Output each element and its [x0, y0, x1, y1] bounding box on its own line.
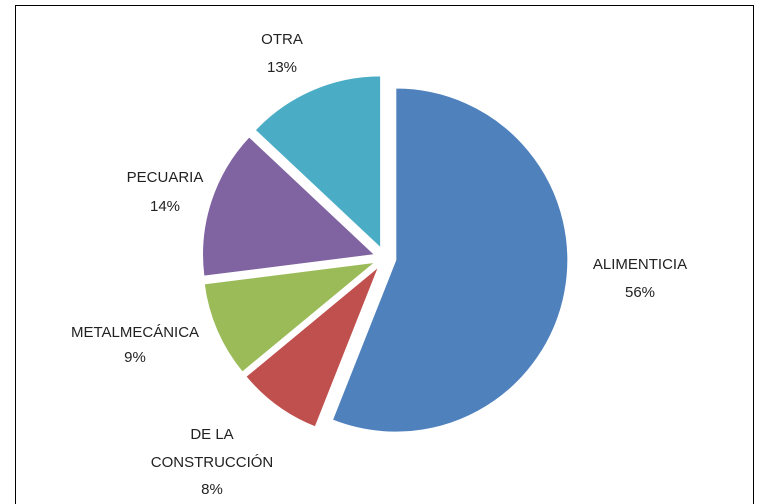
data-label: 8% [201, 481, 223, 498]
data-label: 13% [266, 59, 298, 76]
pie-slice [254, 75, 382, 250]
pie-slice [331, 87, 569, 433]
data-label: 9% [124, 349, 146, 366]
pie-slice [202, 136, 376, 277]
chart-frame [15, 5, 754, 504]
category-label: OTRA [261, 31, 303, 48]
pie-slice [203, 261, 377, 373]
data-label: 56% [624, 284, 656, 301]
category-label: DE LA CONSTRUCCIÓN [150, 426, 274, 471]
pie-slice [245, 266, 379, 428]
category-label: ALIMENTICIA [592, 256, 688, 273]
category-label: PECUARIA [126, 169, 204, 186]
data-label: 14% [149, 198, 181, 215]
category-label: METALMECÁNICA [70, 324, 200, 341]
